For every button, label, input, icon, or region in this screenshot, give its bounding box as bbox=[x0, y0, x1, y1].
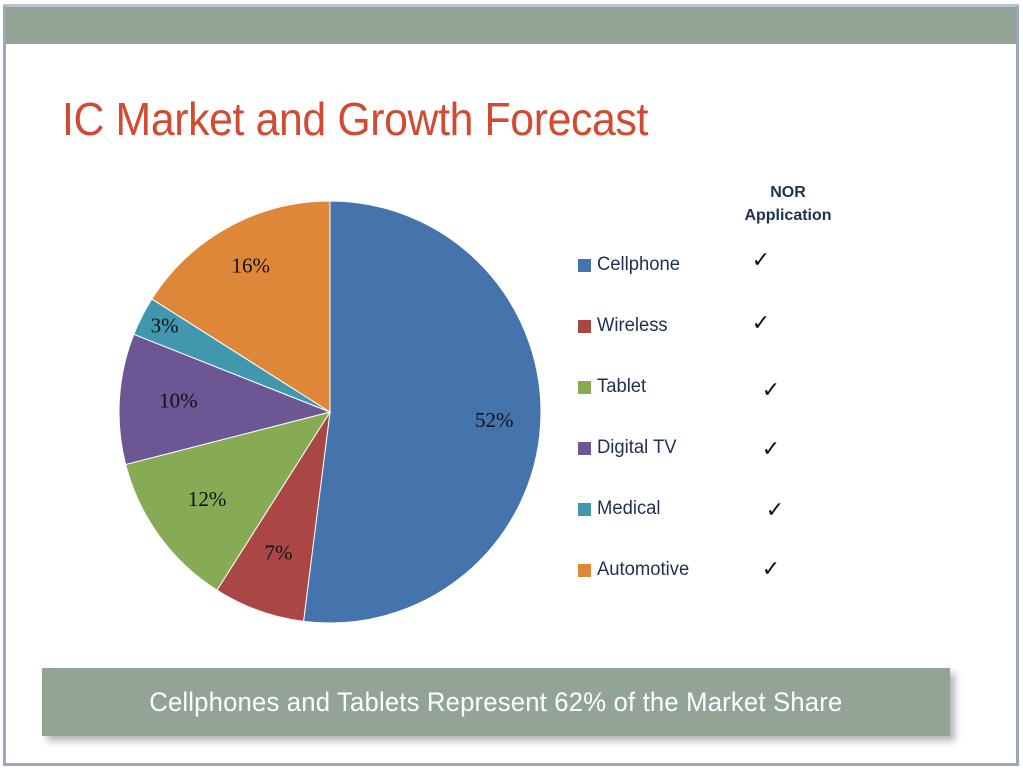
legend-item-label: Automotive bbox=[597, 559, 690, 580]
legend-color-swatch bbox=[578, 563, 591, 577]
pie-slice-label: 3% bbox=[151, 314, 179, 338]
pie-chart-svg: 52% 7% 12% 10% 3% 16% bbox=[118, 200, 542, 624]
legend-item-label: Digital TV bbox=[597, 437, 677, 458]
legend-color-swatch bbox=[578, 258, 591, 272]
legend-item-label: Tablet bbox=[597, 376, 647, 397]
pie-slice[interactable] bbox=[118, 333, 332, 466]
legend-entry-automotive[interactable]: Automotive bbox=[578, 557, 692, 583]
pie-slice-label: 7% bbox=[265, 541, 293, 565]
legend-column-header-line2: Application bbox=[744, 206, 832, 224]
legend-color-swatch bbox=[578, 502, 591, 516]
pie-slice[interactable] bbox=[302, 200, 542, 624]
legend-column-header-line1: NOR bbox=[770, 184, 806, 201]
page-title: IC Market and Growth Forecast bbox=[62, 93, 648, 145]
pie-slice-label: 10% bbox=[159, 388, 198, 412]
legend-item[interactable]: Digital TV ✓ bbox=[578, 435, 878, 462]
legend-color-swatch bbox=[578, 319, 591, 333]
pie-slice-label: 16% bbox=[231, 254, 270, 278]
pie-slice[interactable] bbox=[151, 200, 331, 413]
summary-banner-text: Cellphones and Tablets Represent 62% of … bbox=[149, 686, 843, 717]
legend-entry-digital-tv[interactable]: Digital TV bbox=[578, 435, 679, 461]
pie-slice-label: 12% bbox=[188, 487, 227, 511]
pie-slice[interactable] bbox=[125, 411, 332, 591]
legend-item[interactable]: Cellphone ✓ bbox=[578, 248, 878, 278]
legend-color-swatch bbox=[578, 441, 591, 455]
summary-banner: Cellphones and Tablets Represent 62% of … bbox=[42, 668, 950, 736]
check-icon: ✓ bbox=[751, 248, 771, 273]
legend-color-swatch bbox=[578, 380, 591, 394]
pie-slice-group bbox=[118, 200, 542, 624]
legend-entry-wireless[interactable]: Wireless bbox=[578, 313, 670, 339]
legend-entry-cellphone[interactable]: Cellphone bbox=[578, 252, 683, 278]
slide-border-bottom bbox=[3, 763, 1019, 766]
check-icon: ✓ bbox=[751, 311, 771, 336]
check-icon: ✓ bbox=[761, 378, 781, 403]
check-icon: ✓ bbox=[765, 498, 785, 523]
slide-border-right bbox=[1016, 6, 1019, 765]
legend-item[interactable]: Tablet ✓ bbox=[578, 374, 878, 403]
legend-item[interactable]: Automotive ✓ bbox=[578, 557, 878, 583]
legend-entry-medical[interactable]: Medical bbox=[578, 496, 662, 522]
legend-column-header: NOR Application bbox=[708, 182, 868, 227]
legend-item[interactable]: Medical ✓ bbox=[578, 496, 878, 523]
slide-border-left bbox=[3, 6, 6, 765]
header-band bbox=[6, 7, 1016, 44]
legend-item[interactable]: Wireless ✓ bbox=[578, 311, 878, 339]
pie-slice-label: 52% bbox=[475, 408, 514, 432]
check-icon: ✓ bbox=[761, 437, 781, 462]
pie-label-group: 52% 7% 12% 10% 3% 16% bbox=[151, 254, 514, 565]
legend-entry-tablet[interactable]: Tablet bbox=[578, 374, 648, 400]
legend-item-label: Wireless bbox=[597, 315, 668, 336]
legend-item-label: Cellphone bbox=[597, 254, 681, 275]
check-icon: ✓ bbox=[761, 557, 781, 582]
pie-chart: 52% 7% 12% 10% 3% 16% bbox=[118, 200, 542, 624]
legend-item-label: Medical bbox=[597, 498, 661, 519]
